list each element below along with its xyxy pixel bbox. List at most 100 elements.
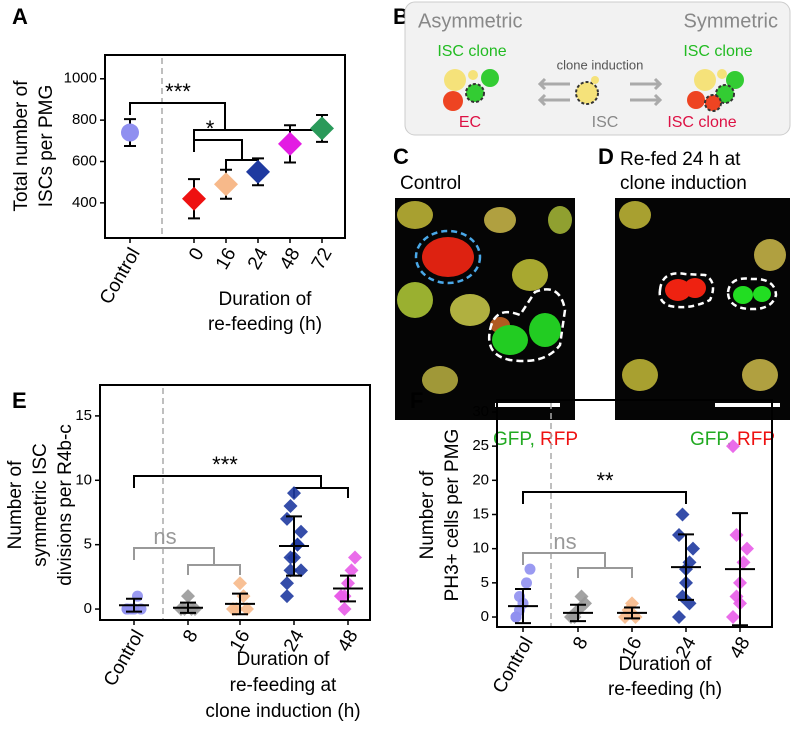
error-bar — [286, 515, 302, 577]
significance-label: *** — [212, 452, 238, 477]
data-point — [686, 541, 700, 556]
x-axis-label: re-feeding (h) — [208, 314, 322, 335]
data-point — [182, 186, 206, 211]
error-bar — [126, 597, 142, 613]
data-point — [344, 563, 359, 578]
data-point — [280, 576, 294, 591]
data-point — [246, 159, 270, 184]
y-tick-label: 15 — [75, 407, 92, 424]
x-tick-label: 8 — [179, 627, 202, 647]
panel-title: clone induction — [620, 173, 747, 194]
schematic-label: ISC — [592, 114, 619, 131]
x-tick-label: Control — [100, 627, 149, 691]
schematic-title: Symmetric — [684, 10, 778, 32]
significance-bracket — [133, 475, 349, 498]
data-point — [294, 524, 308, 539]
data-point — [672, 610, 686, 625]
data-point — [578, 596, 592, 611]
x-axis-label: Duration of — [619, 654, 713, 675]
x-tick-label: 48 — [334, 627, 363, 656]
significance-label: ns — [553, 529, 576, 554]
y-axis-label: divisions per R4b-c — [55, 424, 76, 586]
x-axis-label: Duration of — [219, 289, 313, 310]
panel-letter: A — [12, 4, 28, 29]
x-axis-label: clone induction (h) — [205, 701, 360, 722]
data-point — [337, 602, 352, 617]
y-tick-label: 600 — [72, 152, 97, 169]
data-point — [290, 537, 305, 552]
x-axis-label: re-feeding at — [230, 675, 337, 696]
schematic-label: clone induction — [557, 57, 644, 72]
x-tick-label: Control — [489, 634, 538, 698]
y-tick-label: 0 — [481, 608, 489, 625]
y-tick-label: 0 — [84, 600, 92, 617]
error-bar — [232, 592, 248, 616]
y-tick-label: 10 — [75, 471, 92, 488]
y-tick-label: 10 — [472, 540, 489, 557]
data-point — [736, 555, 751, 570]
significance-label: * — [206, 116, 215, 141]
data-point — [510, 611, 522, 623]
data-point — [740, 541, 754, 556]
panel-title: Control — [400, 173, 461, 194]
error-bar — [515, 587, 531, 625]
y-tick-label: 400 — [72, 194, 97, 211]
panel-letter: C — [393, 144, 409, 169]
significance-bracket — [522, 491, 687, 504]
error-bar — [678, 533, 694, 601]
x-tick-label: 48 — [276, 245, 305, 274]
schematic-label: ISC clone — [667, 114, 736, 131]
data-point — [236, 589, 251, 604]
micrograph — [395, 198, 575, 420]
micrograph — [615, 198, 790, 420]
significance-label: ns — [153, 524, 176, 549]
y-tick-label: 30 — [472, 403, 489, 420]
schematic-label: EC — [459, 114, 481, 131]
x-axis-label: re-feeding (h) — [608, 679, 722, 700]
data-point — [726, 439, 740, 454]
schematic-label: ISC clone — [683, 43, 752, 60]
data-point — [283, 499, 298, 514]
stain-label: RFP — [540, 429, 578, 450]
x-tick-label: 0 — [185, 245, 208, 265]
schematic-cells — [443, 69, 744, 112]
x-tick-label: 24 — [244, 244, 273, 273]
data-point — [348, 550, 362, 565]
y-axis-label: Number of — [5, 460, 26, 549]
error-bar — [732, 512, 748, 627]
data-point — [521, 577, 532, 589]
data-point — [278, 131, 302, 156]
stain-label: RFP — [737, 429, 775, 450]
y-tick-label: 5 — [481, 574, 489, 591]
x-axis-label: Duration of — [237, 649, 331, 670]
stain-label: GFP, — [690, 429, 732, 450]
y-axis-label: PH3+ cells per PMG — [442, 429, 463, 602]
significance-label: ** — [596, 468, 614, 493]
data-point — [280, 511, 294, 526]
stain-label: GFP, — [493, 429, 535, 450]
y-axis-label: ISCs per PMG — [36, 85, 57, 207]
error-bar — [570, 603, 586, 623]
significance-bracket — [193, 139, 259, 170]
x-tick-label: 48 — [726, 634, 755, 663]
panel-title: Re-fed 24 h at — [620, 149, 741, 170]
panel-letter: F — [410, 388, 423, 413]
y-axis-label: Total number of — [11, 80, 32, 212]
data-point — [729, 527, 744, 542]
significance-bracket — [129, 102, 323, 140]
y-tick-label: 20 — [472, 471, 489, 488]
data-point — [287, 486, 301, 501]
x-tick-label: 16 — [212, 245, 241, 274]
data-point — [121, 123, 139, 142]
data-point — [310, 116, 334, 141]
data-point — [240, 602, 254, 617]
data-point — [233, 576, 247, 591]
data-point — [294, 563, 308, 578]
data-point — [214, 172, 238, 197]
x-tick-label: 72 — [308, 245, 337, 274]
data-point — [524, 563, 536, 575]
significance-label: *** — [165, 79, 191, 104]
y-tick-label: 15 — [472, 505, 489, 522]
y-tick-label: 25 — [472, 437, 489, 454]
